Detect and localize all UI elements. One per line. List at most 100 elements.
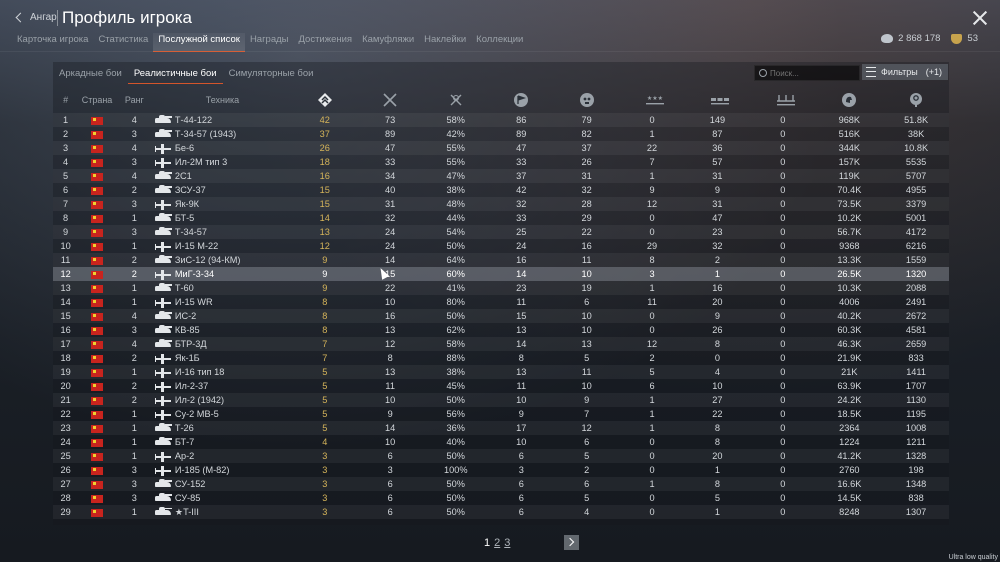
ussr-flag-icon	[91, 256, 104, 265]
table-row[interactable]: 6 2 ЗСУ-37 15 40 38% 42 32 9 9 0 70.4K 4955	[53, 183, 949, 197]
column-header-air-targets[interactable]: ★★★	[619, 87, 684, 113]
search-box[interactable]	[754, 65, 860, 81]
naval-targets-cell: 0	[780, 381, 786, 391]
research-points-cell: 10.8K	[883, 141, 949, 155]
vehicle-cell: КВ-85	[153, 323, 292, 337]
table-row[interactable]: 20 2 Ил-2-37 5 11 45% 11 10 6 10 0 63.9K 1707	[53, 379, 949, 393]
table-row[interactable]: 25 1 Ар-2 3 6 50% 6 5 0 20 0 41.2K 1328	[53, 449, 949, 463]
tab-6[interactable]: Наклейки	[424, 34, 467, 45]
table-row[interactable]: 19 1 И-16 тип 18 5 13 38% 13 11 5 4 0 21K 1411	[53, 365, 949, 379]
table-row[interactable]: 14 1 И-15 WR 8 10 80% 11 6 11 20 0 4006 2491	[53, 295, 949, 309]
table-row[interactable]: 23 1 Т-26 5 14 36% 17 12 1 8 0 2364 1008	[53, 421, 949, 435]
column-header-research-points[interactable]	[883, 87, 949, 113]
table-row[interactable]: 13 1 Т-60 9 22 41% 23 19 1 16 0 10.3K 2088	[53, 281, 949, 295]
naval-targets-cell: 0	[780, 465, 786, 475]
table-row[interactable]: 16 3 КВ-85 8 13 62% 13 10 0 26 0 60.3K 4581	[53, 323, 949, 337]
vehicle-name: ЗиС-12 (94-КМ)	[174, 255, 241, 265]
tank-icon	[154, 255, 172, 264]
flag-cell: 25	[488, 225, 554, 239]
table-row[interactable]: 28 3 СУ-85 3 6 50% 6 5 0 5 0 14.5K 838	[53, 491, 949, 505]
table-row[interactable]: 12 2 МиГ-3-34 9 15 60% 14 10 3 1 0 26.5K 1320	[53, 267, 949, 281]
column-header-battles[interactable]	[292, 87, 357, 113]
mode-tab-2[interactable]: Симуляторные бои	[228, 68, 314, 79]
table-row[interactable]: 10 1 И-15 М-22 12 24 50% 24 16 29 32 0 9368 6216	[53, 239, 949, 253]
winrate-cell: 40%	[446, 437, 465, 447]
back-to-hangar-button[interactable]: Ангар	[15, 12, 57, 23]
mode-tab-0[interactable]: Аркадные бои	[59, 68, 122, 79]
table-row[interactable]: 26 3 И-185 (М-82) 3 3 100% 3 2 0 1 0 2760 198	[53, 463, 949, 477]
table-row[interactable]: 5 4 2С1 16 34 47% 37 31 1 31 0 119K 5707	[53, 169, 949, 183]
column-header-2[interactable]: Ранг	[124, 95, 144, 105]
table-row[interactable]: 1 4 Т-44-122 42 73 58% 86 79 0 149 0 968K 51.8K	[53, 113, 949, 127]
ground-targets-cell: 8	[684, 477, 751, 491]
column-header-flag[interactable]	[489, 87, 554, 113]
ussr-flag-icon	[91, 382, 104, 391]
close-icon[interactable]	[972, 10, 988, 26]
table-row[interactable]: 18 2 Як-1Б 7 8 88% 8 5 2 0 0 21.9K 833	[53, 351, 949, 365]
naval-targets-cell: 0	[780, 185, 786, 195]
ground-targets-cell: 23	[684, 225, 751, 239]
rank-cell: 2	[115, 253, 153, 267]
tab-1[interactable]: Статистика	[98, 34, 149, 45]
table-row[interactable]: 29 1 ★T-III 3 6 50% 6 4 0 1 0 8248 1307	[53, 505, 949, 519]
column-header-ground-targets[interactable]	[685, 87, 750, 113]
frags-cell: 73	[357, 113, 423, 127]
ussr-flag-icon	[91, 186, 104, 195]
filters-button[interactable]: Фильтры (+1)	[862, 64, 948, 80]
column-header-0[interactable]: #	[63, 95, 69, 105]
row-number: 13	[53, 281, 79, 295]
table-row[interactable]: 17 4 БТР-3Д 7 12 58% 14 13 12 8 0 46.3K 2659	[53, 337, 949, 351]
battles-cell: 16	[292, 169, 358, 183]
column-header-skull[interactable]	[554, 87, 619, 113]
rank-cell: 2	[115, 393, 153, 407]
tab-3[interactable]: Награды	[249, 34, 289, 45]
page-2-link[interactable]: 2	[494, 537, 501, 549]
tab-5[interactable]: Камуфляжи	[362, 34, 415, 45]
next-page-button[interactable]	[564, 535, 579, 550]
silver-lions-cell: 9368	[839, 241, 860, 251]
column-header-1[interactable]: Страна	[81, 95, 113, 105]
table-row[interactable]: 22 1 Су-2 МВ-5 5 9 56% 9 7 1 22 0 18.5K 1195	[53, 407, 949, 421]
table-row[interactable]: 24 1 БТ-7 4 10 40% 10 6 0 8 0 1224 1211	[53, 435, 949, 449]
tab-4[interactable]: Достижения	[298, 34, 353, 45]
table-row[interactable]: 21 2 Ил-2 (1942) 5 10 50% 10 9 1 27 0 24.2K 1130	[53, 393, 949, 407]
table-row[interactable]: 4 3 Ил-2М тип 3 18 33 55% 33 26 7 57 0 157K 5535	[53, 155, 949, 169]
search-input[interactable]	[770, 68, 850, 78]
winrate-cell: 55%	[446, 157, 465, 167]
column-header-silver-lions[interactable]	[815, 87, 883, 113]
service-record-panel	[53, 62, 949, 525]
silver-lions-cell: 70.4K	[837, 185, 862, 195]
aircraft-icon	[154, 451, 171, 462]
table-row[interactable]: 8 1 БТ-5 14 32 44% 33 29 0 47 0 10.2K 5001	[53, 211, 949, 225]
flag-cell: 13	[516, 325, 527, 335]
ussr-flag-icon	[91, 172, 104, 181]
table-row[interactable]: 7 3 Як-9К 15 31 48% 32 28 12 31 0 73.5K 3379	[53, 197, 949, 211]
page-3-link[interactable]: 3	[504, 537, 511, 549]
table-row[interactable]: 11 2 ЗиС-12 (94-КМ) 9 14 64% 16 11 8 2 0 13.3K 1559	[53, 253, 949, 267]
frags-icon	[382, 92, 398, 108]
column-header-3[interactable]: Техника	[205, 95, 240, 105]
tank-icon	[154, 213, 172, 222]
column-header-frags[interactable]	[357, 87, 422, 113]
column-header-naval-targets[interactable]	[750, 87, 815, 113]
tab-0[interactable]: Карточка игрока	[17, 34, 89, 45]
skull-cell: 32	[581, 185, 592, 195]
vehicle-name: СУ-85	[174, 493, 201, 503]
column-header-winrate[interactable]	[423, 87, 489, 113]
mode-tab-1[interactable]: Реалистичные бои	[127, 66, 223, 84]
ussr-flag-icon	[91, 508, 104, 517]
vehicle-cell: Су-2 МВ-5	[153, 407, 292, 421]
table-row[interactable]: 15 4 ИС-2 8 16 50% 15 10 0 9 0 40.2K 2672	[53, 309, 949, 323]
table-row[interactable]: 3 4 Бе-6 26 47 55% 47 37 22 36 0 344K 10.8K	[53, 141, 949, 155]
table-row[interactable]: 2 3 Т-34-57 (1943) 37 89 42% 89 82 1 87 0 516K 38K	[53, 127, 949, 141]
flag-cell: 13	[488, 365, 554, 379]
table-row[interactable]: 27 3 СУ-152 3 6 50% 6 6 1 8 0 16.6K 1348	[53, 477, 949, 491]
page-1-link[interactable]: 1	[484, 537, 491, 549]
winrate-cell: 50%	[446, 493, 465, 503]
frags-cell: 34	[357, 169, 423, 183]
table-row[interactable]: 9 3 Т-34-57 13 24 54% 25 22 0 23 0 56.7K 4172	[53, 225, 949, 239]
tab-2[interactable]: Послужной список	[153, 33, 245, 52]
skull-cell: 12	[553, 421, 620, 435]
air-targets-cell: 9	[649, 185, 655, 195]
tab-7[interactable]: Коллекции	[476, 34, 524, 45]
